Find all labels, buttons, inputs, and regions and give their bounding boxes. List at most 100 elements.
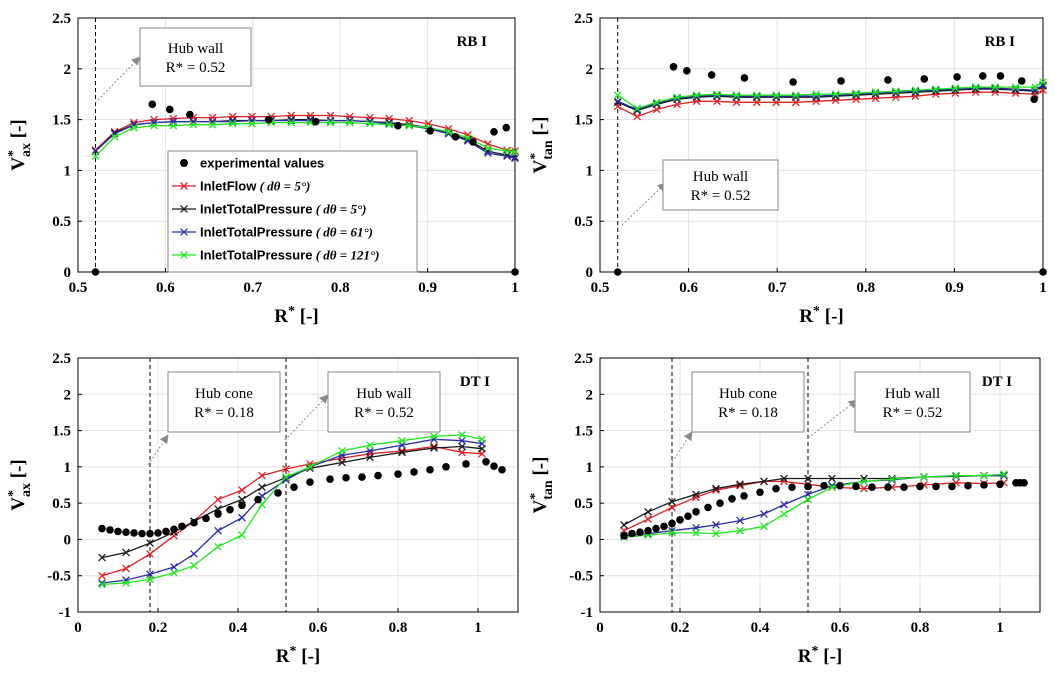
data-point: [692, 92, 701, 101]
data-point: [91, 146, 100, 154]
axes-frame: [599, 357, 1041, 613]
data-point: [254, 495, 262, 504]
data-point: [290, 483, 298, 491]
legend-box: [167, 150, 418, 273]
data-point: [238, 531, 246, 539]
data-point: [953, 73, 961, 81]
chart-panel-4: 0 0.2 0.4 0.6 0.8 1 -1 -0.5 0 0.5 1 1.5 2 2.5 DT I R* […: [528, 351, 1041, 667]
data-point: [780, 510, 788, 518]
data-point: [148, 100, 157, 109]
x-axis-label: R* [-]: [798, 644, 842, 667]
data-point: [871, 89, 880, 98]
data-point: [130, 529, 138, 537]
data-point: [1011, 86, 1020, 94]
data-point: [633, 104, 642, 113]
data-point: [426, 465, 434, 474]
data-point: [405, 121, 414, 130]
x-tick-label: 0.6: [309, 620, 328, 636]
data-point: [780, 474, 788, 483]
annotation-box: [167, 371, 281, 433]
panel-title: DT I: [460, 374, 490, 390]
data-point: [884, 483, 892, 491]
annotation-title: Hub wall: [885, 386, 940, 402]
data-point: [971, 84, 980, 92]
x-tick-label: 0.8: [856, 280, 875, 296]
legend-marker: [180, 159, 188, 167]
data-point: [146, 550, 154, 558]
data-point: [931, 85, 940, 93]
data-point: [932, 482, 940, 491]
legend-marker: [180, 182, 188, 190]
data-point: [633, 112, 642, 121]
data-point: [812, 93, 821, 102]
data-point: [458, 448, 466, 457]
y-tick-label: 2.5: [574, 351, 593, 367]
data-point: [189, 120, 198, 129]
x-tick-label: 0.8: [911, 620, 930, 636]
data-point: [358, 473, 366, 481]
data-point: [154, 529, 162, 537]
data-point: [490, 127, 498, 136]
data-point: [385, 119, 394, 128]
data-point: [772, 91, 781, 100]
y-axis-label: V*tan [-]: [528, 117, 556, 174]
data-point: [394, 470, 402, 478]
data-point: [405, 120, 414, 129]
data-point: [791, 91, 800, 100]
annotation-box: [691, 371, 805, 433]
data-point: [713, 91, 721, 100]
data-point: [871, 88, 880, 97]
data-point: [326, 475, 334, 483]
data-point: [169, 121, 178, 130]
data-point: [732, 92, 741, 101]
legend-label: InletFlow ( dθ = 5°): [200, 179, 310, 194]
y-tick-label: 2: [586, 62, 594, 78]
data-point: [208, 120, 217, 129]
series-experimental: [620, 479, 1028, 540]
data-point: [971, 83, 980, 91]
x-tick-label: 0.9: [945, 280, 964, 296]
data-point: [852, 482, 860, 491]
data-point: [287, 115, 296, 124]
data-point: [162, 527, 170, 536]
chart-panel-3: 0 0.2 0.4 0.6 0.8 1 -1 -0.5 0 0.5 1 1.5 2 2.5 DT I R* […: [6, 351, 519, 667]
annotation-title: Hub wall: [356, 386, 411, 402]
data-point: [165, 105, 174, 114]
data-point: [740, 74, 749, 82]
y-tick-label: -1: [59, 605, 72, 621]
data-point: [684, 512, 692, 521]
data-point: [980, 481, 988, 489]
annotation-title: Hub wall: [693, 169, 748, 185]
data-point: [613, 98, 622, 107]
x-tick-label: 0.2: [671, 620, 690, 636]
data-point: [760, 477, 768, 486]
data-point: [482, 457, 490, 466]
data-point: [138, 529, 146, 538]
x-axis-label: R* [-]: [799, 304, 843, 327]
data-point: [274, 489, 282, 497]
data-point: [426, 126, 435, 135]
x-tick-label: 0.4: [229, 620, 248, 636]
data-point: [1031, 83, 1039, 91]
annotation-box: [662, 159, 779, 211]
y-tick-label: 1: [586, 460, 594, 476]
data-point: [996, 72, 1005, 80]
annotation-1: Hub cone R* = 0.18: [671, 371, 805, 463]
data-point: [511, 147, 519, 155]
x-tick-label: 0.7: [768, 280, 787, 296]
data-point: [228, 119, 237, 128]
data-point: [704, 503, 712, 512]
plot-area: [600, 358, 1040, 612]
x-tick-label: 1: [996, 620, 1004, 636]
series-inlet-total-pressure-121: [98, 431, 486, 589]
data-point: [772, 92, 781, 101]
data-point: [282, 465, 290, 473]
data-point: [306, 478, 314, 486]
plot-area: [600, 18, 1043, 272]
data-point: [238, 501, 246, 510]
annotation-value: R* = 0.18: [194, 405, 254, 421]
data-point: [831, 90, 840, 99]
data-point: [98, 580, 106, 589]
data-point: [828, 483, 836, 492]
